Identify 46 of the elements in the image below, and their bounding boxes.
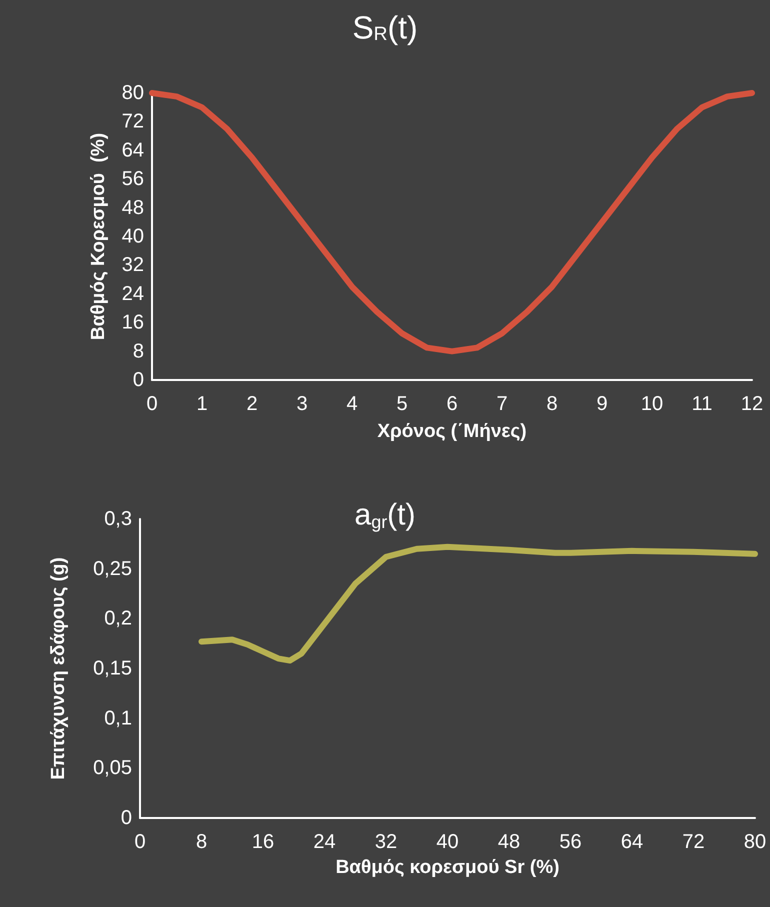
y-tick-label: 24 [122, 282, 144, 305]
y-tick-label: 40 [122, 226, 144, 248]
x-tick-label: 8 [196, 831, 208, 853]
x-tick-label: 56 [559, 831, 582, 853]
y-tick-label: 0,1 [104, 707, 132, 730]
x-tick-label: 1 [196, 393, 208, 415]
y-tick-label: 80 [122, 82, 144, 104]
y-tick-label: 0,15 [93, 658, 132, 680]
y-tick-label: 16 [122, 312, 144, 334]
y-tick-label: 48 [122, 196, 144, 219]
y-tick-label: 0,2 [104, 608, 132, 630]
y-tick-label: 0 [120, 807, 132, 829]
y-tick-label: 32 [122, 254, 144, 276]
x-tick-label: 8 [546, 393, 558, 415]
x-tick-label: 64 [620, 831, 644, 853]
y-axis-title: Επιτάχυνση εδάφους (g) [48, 557, 69, 780]
y-tick-label: 8 [132, 340, 144, 362]
y-tick-label: 0,05 [93, 757, 132, 780]
x-tick-label: 12 [740, 393, 764, 415]
x-tick-label: 11 [692, 393, 712, 415]
y-tick-label: 0,3 [104, 508, 132, 530]
x-tick-label: 6 [446, 393, 458, 415]
x-tick-label: 80 [744, 831, 766, 853]
y-tick-label: 0,25 [93, 558, 132, 580]
x-tick-label: 2 [246, 393, 258, 415]
x-tick-label: 16 [252, 831, 274, 853]
x-tick-label: 72 [682, 831, 705, 853]
x-tick-label: 10 [640, 393, 664, 415]
y-tick-label: 0 [132, 369, 144, 391]
x-tick-label: 7 [496, 393, 508, 415]
x-axis-title: Βαθμός κορεσμού Sr (%) [336, 857, 560, 878]
x-tick-label: 4 [346, 393, 358, 415]
y-tick-label: 56 [122, 168, 144, 190]
y-tick-label: 72 [122, 110, 144, 133]
x-tick-label: 9 [596, 393, 608, 415]
y-axis-title: Βαθμός Κορεσμού (%) [88, 132, 109, 340]
x-tick-label: 40 [436, 831, 459, 853]
chart-title: SR(t) [352, 10, 418, 46]
x-tick-label: 0 [146, 393, 158, 415]
x-tick-label: 3 [296, 393, 308, 415]
x-tick-label: 48 [498, 831, 520, 853]
x-tick-label: 5 [396, 393, 408, 415]
x-axis-title: Χρόνος (΄Μήνες) [377, 421, 527, 442]
x-tick-label: 24 [313, 831, 336, 853]
y-tick-label: 64 [122, 139, 144, 162]
x-tick-label: 32 [374, 831, 398, 853]
